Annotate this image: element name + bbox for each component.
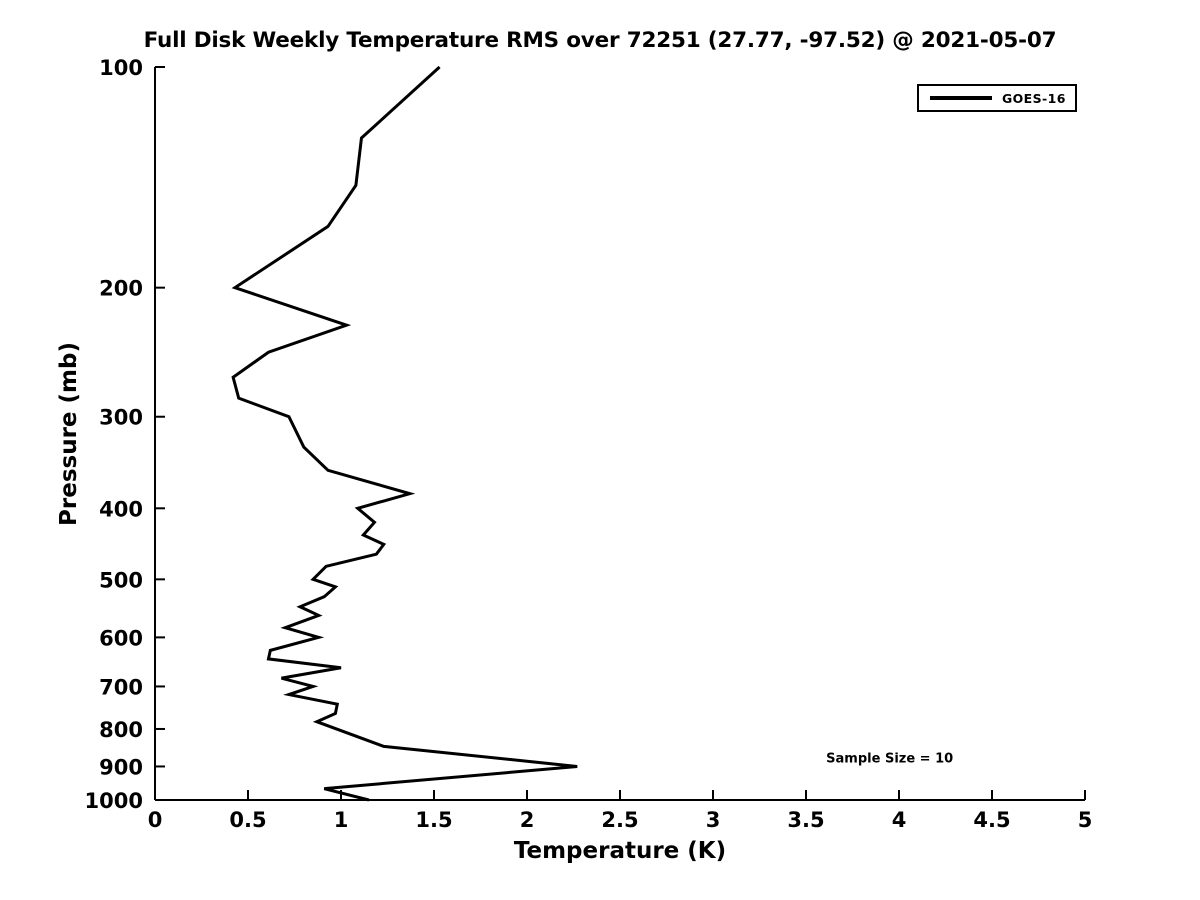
series-line-goes-16: [231, 65, 578, 802]
y-tick-label: 700: [99, 675, 143, 699]
x-axis-title: Temperature (K): [514, 838, 726, 864]
x-tick-label: 4.5: [973, 808, 1010, 832]
y-tick-label: 1000: [85, 789, 143, 813]
x-tick-label: 0: [148, 808, 163, 832]
x-tick-label: 3.5: [787, 808, 824, 832]
x-tick-label: 2: [520, 808, 535, 832]
chart-legend[interactable]: GOES-16: [917, 84, 1077, 112]
y-tick-label: 900: [99, 755, 143, 779]
x-axis-ticks: [154, 790, 1086, 800]
x-tick-label: 1: [334, 808, 349, 832]
x-axis-tick-labels: 0 0.5 1 1.5 2 2.5 3 3.5 4 4.5 5: [148, 808, 1093, 832]
y-tick-label: 600: [99, 626, 143, 650]
sample-size-annotation: Sample Size = 10: [826, 751, 953, 766]
x-tick-label: 1.5: [415, 808, 452, 832]
annotations-group: Sample Size = 10: [826, 751, 953, 766]
y-tick-label: 800: [99, 718, 143, 742]
y-tick-label: 200: [99, 277, 143, 301]
y-tick-label: 400: [99, 497, 143, 521]
y-tick-label: 500: [99, 568, 143, 592]
x-tick-label: 2.5: [601, 808, 638, 832]
data-series-group: [231, 65, 578, 802]
x-tick-label: 5: [1078, 808, 1093, 832]
y-tick-label: 100: [99, 56, 143, 80]
x-tick-label: 3: [706, 808, 721, 832]
y-axis-tick-labels: 100 200 300 400 500 600 700 800 900 1000: [85, 56, 143, 813]
x-tick-label: 0.5: [229, 808, 266, 832]
legend-item-label: GOES-16: [1002, 91, 1066, 106]
y-tick-label: 300: [99, 406, 143, 430]
y-axis-title: Pressure (mb): [56, 342, 82, 526]
page-title: Full Disk Weekly Temperature RMS over 72…: [143, 28, 1057, 53]
x-tick-label: 4: [892, 808, 907, 832]
axis-frame: [154, 67, 1085, 801]
y-axis-ticks: [155, 66, 165, 801]
